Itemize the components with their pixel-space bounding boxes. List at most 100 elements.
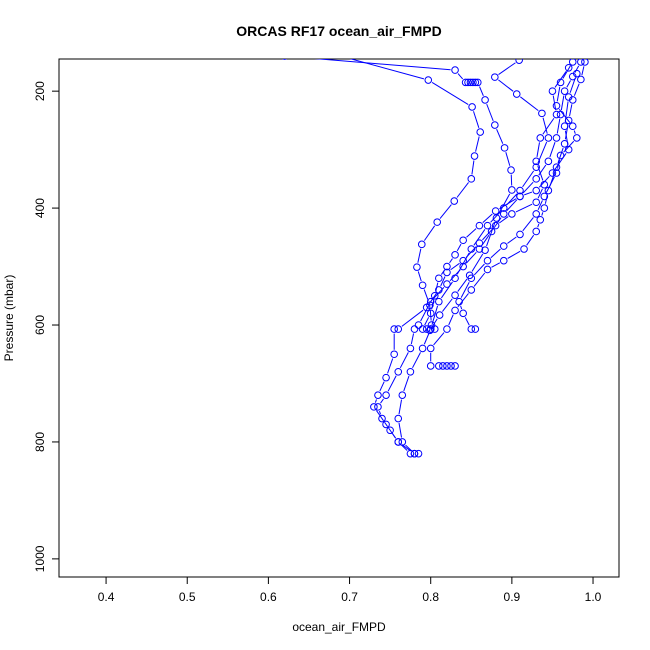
series-segment [490, 248, 501, 259]
data-point [552, 163, 561, 171]
data-point [508, 186, 516, 194]
x-tick-label: 0.8 [422, 590, 439, 604]
data-point [532, 227, 541, 236]
data-point [443, 280, 451, 288]
data-point [418, 325, 427, 333]
series-segment [314, 59, 451, 71]
data-point [475, 239, 484, 247]
series-segment [542, 117, 548, 134]
series-segment [506, 199, 518, 211]
series-segment [471, 160, 475, 175]
data-point [467, 325, 476, 333]
series-segment [379, 381, 385, 392]
series-segment [566, 80, 571, 88]
x-tick-label: 0.6 [260, 590, 277, 604]
data-point [532, 163, 541, 171]
data-point [552, 169, 561, 177]
series-segment [457, 73, 464, 80]
data-point [394, 414, 403, 423]
data-point [459, 309, 467, 318]
data-point [435, 311, 444, 319]
series-segment [507, 250, 521, 259]
series-segment [387, 375, 397, 392]
data-point [468, 103, 476, 111]
series-segment [429, 309, 432, 321]
data-point [422, 303, 431, 312]
series-segment [482, 213, 493, 223]
series-segment [545, 176, 555, 193]
data-point [572, 69, 581, 78]
data-point [552, 101, 561, 110]
data-point [568, 122, 577, 131]
data-point [481, 246, 489, 254]
series-segment [557, 147, 564, 164]
data-point [475, 245, 484, 253]
data-point [370, 403, 378, 411]
data-point [461, 78, 470, 87]
series-segment [403, 375, 410, 392]
data-point [451, 306, 459, 315]
data-point [491, 121, 499, 129]
series-segment [569, 104, 573, 117]
data-point [433, 218, 442, 226]
data-point [540, 192, 549, 201]
data-point [435, 362, 443, 370]
series-segment [378, 410, 382, 415]
series-7 [370, 63, 573, 458]
data-point [451, 66, 459, 74]
y-tick-label: 400 [33, 198, 47, 218]
series-segment [537, 223, 540, 228]
data-point [394, 438, 403, 446]
data-point [382, 420, 390, 429]
data-point [435, 297, 443, 306]
data-point [394, 325, 403, 333]
data-point [516, 192, 524, 201]
data-point [297, 42, 304, 49]
series-segment [398, 422, 403, 438]
series-segment [417, 271, 422, 282]
data-point [435, 274, 443, 283]
data-point [386, 426, 394, 435]
plot-frame [58, 58, 620, 578]
series-segment [460, 282, 470, 298]
series-segment [431, 305, 439, 325]
series-segment [417, 248, 422, 263]
series-segment [424, 317, 430, 326]
series-segment [560, 95, 565, 111]
data-point [394, 367, 403, 376]
data-point [382, 391, 390, 399]
series-segment [465, 246, 477, 258]
data-point [473, 78, 482, 87]
data-point [508, 210, 516, 218]
series-segment [496, 129, 504, 144]
data-point [540, 204, 549, 212]
series-segment [433, 332, 445, 346]
series-segment [499, 198, 517, 210]
data-point [430, 291, 439, 300]
data-point [410, 325, 419, 333]
data-point [568, 59, 577, 66]
data-point [560, 122, 569, 131]
series-segment [564, 130, 569, 146]
data-point [426, 362, 435, 370]
x-axis: 0.4 0.5 0.6 0.7 0.8 0.9 1.0 [98, 577, 602, 604]
series-segment [498, 216, 509, 224]
data-point [467, 274, 476, 283]
series-segment [479, 86, 484, 96]
data-point [512, 90, 521, 98]
series-segment [388, 427, 397, 439]
series-segment [507, 236, 517, 244]
data-point [532, 157, 541, 166]
data-point [426, 344, 435, 353]
data-point [469, 78, 477, 87]
data-point [471, 78, 480, 87]
data-point [435, 286, 443, 294]
data-point [564, 145, 573, 154]
data-point [507, 166, 515, 174]
data-point [418, 344, 427, 353]
data-point [560, 87, 569, 95]
data-point [430, 325, 439, 333]
data-point [426, 309, 435, 318]
series-segment [515, 203, 533, 213]
series-segment [431, 300, 435, 310]
